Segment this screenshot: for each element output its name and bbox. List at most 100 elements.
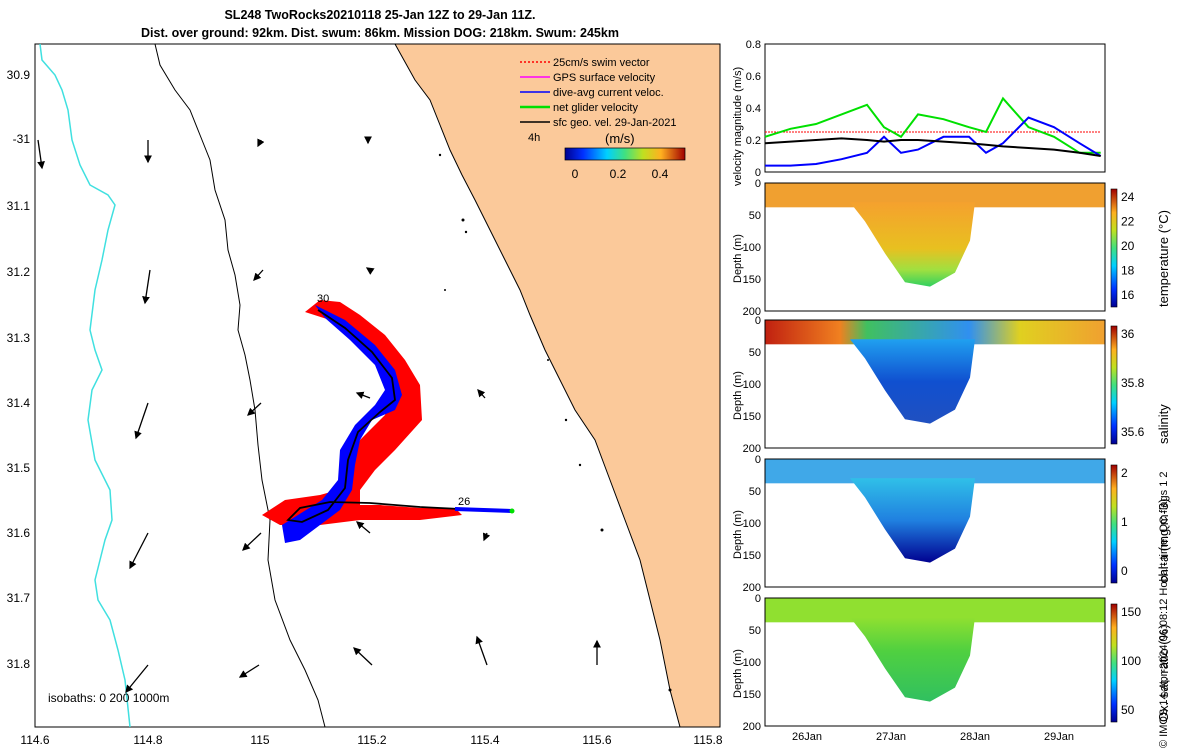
svg-text:GPS surface velocity: GPS surface velocity [553,72,656,84]
svg-text:31.3: 31.3 [7,331,31,345]
isobath-200m [154,43,326,728]
cbar-tick-3-2: 50 [1121,703,1135,717]
svg-text:31.8: 31.8 [7,657,31,671]
velocity-series-2 [765,116,1102,167]
svg-text:31.5: 31.5 [7,461,31,475]
svg-text:0: 0 [755,167,761,179]
depth-tick-1-2: 100 [743,379,761,391]
depth-tick-1-4: 200 [743,443,761,455]
svg-text:31.2: 31.2 [7,265,31,279]
cbar-tick-0-4: 16 [1121,288,1135,302]
islands [438,153,672,692]
depth-tick-3-2: 100 [743,657,761,669]
depth-tick-2-2: 100 [743,518,761,530]
section-panel-2: 0 50 100 150 200 Depth (m) 2 1 0 chl-a (mg m-3) [732,454,1171,594]
depth-tick-2-0: 0 [755,454,761,466]
track-label-start: 30 [317,293,329,305]
cbar-tick-1-0: 36 [1121,327,1135,341]
depth-tick-0-4: 200 [743,306,761,318]
svg-text:sfc geo. vel. 29-Jan-2021: sfc geo. vel. 29-Jan-2021 [553,117,677,129]
lat-tick-labels: 30.9 -31 31.1 31.2 31.3 31.4 31.5 31.6 3… [7,68,31,671]
svg-text:31.7: 31.7 [7,591,31,605]
colorbar-side-label: 4h [528,132,540,144]
isobaths-label: isobaths: 0 200 1000m [48,691,169,705]
svg-text:0.8: 0.8 [746,39,761,51]
date-tick-1: 27Jan [876,731,906,743]
track-tail [454,507,513,513]
cbar-tick-2-0: 2 [1121,466,1128,480]
cbar-label-1: salinity [1156,404,1171,444]
depth-tick-1-0: 0 [755,315,761,327]
dive-avg-current-band [282,305,402,543]
svg-text:net glider velocity: net glider velocity [553,102,638,114]
cbar-label-0: temperature (°C) [1156,210,1171,307]
depth-tick-0-1: 50 [749,210,761,222]
depth-tick-3-3: 150 [743,689,761,701]
date-tick-3: 29Jan [1044,731,1074,743]
svg-text:0.2: 0.2 [610,167,627,181]
depth-tick-0-2: 100 [743,242,761,254]
cbar-tick-0-1: 22 [1121,215,1135,229]
velocity-series-1 [764,96,1101,154]
depth-label-3: Depth (m) [732,649,744,698]
cbar-tick-3-1: 100 [1121,654,1141,668]
depth-tick-2-3: 150 [743,550,761,562]
depth-tick-2-4: 200 [743,582,761,594]
figure-title-line2: Dist. over ground: 92km. Dist. swum: 86k… [141,26,619,40]
svg-text:-31: -31 [13,132,31,146]
svg-text:0.2: 0.2 [746,135,761,147]
cbar-label-3: Ox. sat. ratio (%) [1156,624,1171,722]
cbar-tick-1-1: 35.8 [1121,376,1145,390]
svg-text:velocity magnitude (m/s): velocity magnitude (m/s) [732,67,744,186]
depth-tick-0-0: 0 [755,178,761,190]
svg-text:0.4: 0.4 [746,103,761,115]
depth-label-0: Depth (m) [732,234,744,283]
track-label-end: 26 [458,496,470,508]
cbar-tick-0-0: 24 [1121,190,1135,204]
svg-text:115.2: 115.2 [357,733,386,747]
coastline [394,43,681,728]
depth-tick-1-3: 150 [743,411,761,423]
svg-text:© IMOS 14-Apr-2024 06:08:12 Ho: © IMOS 14-Apr-2024 06:08:12 Hobart time.… [1158,471,1170,748]
date-tick-2: 28Jan [960,731,990,743]
cbar-tick-1-2: 35.6 [1121,425,1145,439]
depth-tick-1-1: 50 [749,347,761,359]
svg-text:115.6: 115.6 [582,733,611,747]
svg-text:114.6: 114.6 [20,733,49,747]
figure-title-line1: SL248 TwoRocks20210118 25-Jan 12Z to 29-… [224,8,536,22]
sfc-geo-vel-arrows [37,136,601,694]
glider-track-map: 30 26 30.9 -31 31.1 31.2 31.3 31.4 31.5 … [7,43,723,747]
depth-label-2: Depth (m) [732,510,744,559]
svg-text:0.4: 0.4 [652,167,669,181]
swim-vector-band [262,300,462,525]
svg-text:0.6: 0.6 [746,71,761,83]
svg-text:31.6: 31.6 [7,526,31,540]
velocity-series-3 [764,137,1101,157]
svg-text:31.4: 31.4 [7,396,31,410]
svg-text:114.8: 114.8 [133,733,162,747]
date-tick-0: 26Jan [792,731,822,743]
glider-track [286,309,461,523]
colorbar-unit-label: (m/s) [605,131,635,146]
svg-text:115: 115 [250,733,269,747]
section-panel-0: 0 50 100 150 200 Depth (m) 24 22 20 18 16 temperatu… [732,178,1171,318]
svg-text:115.8: 115.8 [693,733,722,747]
cbar-tick-2-1: 1 [1121,515,1128,529]
cbar-tick-0-2: 20 [1121,239,1135,253]
profile-panels: 0 0.2 0.4 0.6 0.8 velocity magnitude (m/… [732,39,1171,743]
depth-tick-3-0: 0 [755,593,761,605]
svg-text:dive-avg current veloc.: dive-avg current veloc. [553,87,664,99]
svg-text:30.9: 30.9 [7,68,31,82]
depth-tick-0-3: 150 [743,274,761,286]
cbar-tick-0-3: 18 [1121,264,1135,278]
isobath-1000m [39,43,131,728]
depth-tick-3-4: 200 [743,721,761,733]
cbar-label-2: chl-a (mg m-3) [1156,498,1171,583]
velocity-panel: 0 0.2 0.4 0.6 0.8 velocity magnitude (m/… [732,39,1106,186]
svg-text:31.1: 31.1 [7,199,31,213]
svg-text:115.4: 115.4 [470,733,499,747]
depth-tick-3-1: 50 [749,625,761,637]
svg-text:0: 0 [572,167,579,181]
land-area [395,44,720,727]
